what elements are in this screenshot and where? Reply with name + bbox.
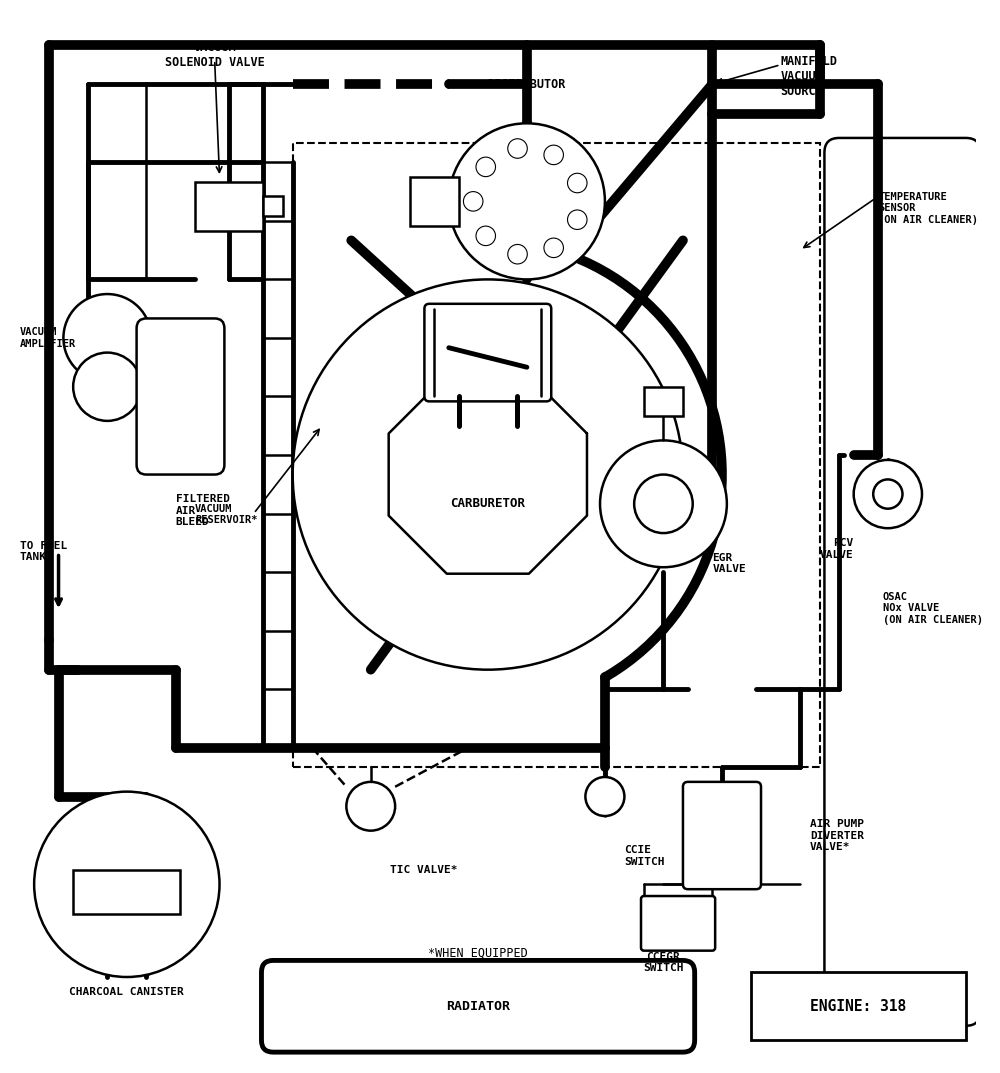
Circle shape xyxy=(568,173,587,193)
Text: EGR
VALVE: EGR VALVE xyxy=(712,553,746,574)
Bar xyxy=(195,181,263,231)
Circle shape xyxy=(63,294,151,382)
FancyBboxPatch shape xyxy=(137,319,224,474)
Text: *WHEN EQUIPPED: *WHEN EQUIPPED xyxy=(428,946,528,959)
Circle shape xyxy=(73,353,141,421)
FancyBboxPatch shape xyxy=(641,896,715,951)
Text: VACUUM
SOLENOID VALVE: VACUUM SOLENOID VALVE xyxy=(165,41,265,69)
Bar xyxy=(644,386,683,416)
Circle shape xyxy=(476,157,496,177)
Circle shape xyxy=(476,226,496,246)
Bar xyxy=(293,143,820,767)
Circle shape xyxy=(600,440,727,568)
Circle shape xyxy=(508,138,527,159)
FancyBboxPatch shape xyxy=(424,304,551,401)
Text: VACUUM
AMPLIFIER: VACUUM AMPLIFIER xyxy=(20,327,76,349)
Text: RADIATOR: RADIATOR xyxy=(446,1000,510,1013)
Circle shape xyxy=(449,123,605,279)
Circle shape xyxy=(508,245,527,264)
Text: TO FUEL
TANK: TO FUEL TANK xyxy=(20,541,67,562)
Text: CCIE
SWITCH: CCIE SWITCH xyxy=(624,846,665,867)
Bar xyxy=(263,196,283,216)
FancyBboxPatch shape xyxy=(683,782,761,890)
Text: ENGINE: 318: ENGINE: 318 xyxy=(810,999,907,1014)
Text: TEMPERATURE
SENSOR
(ON AIR CLEANER): TEMPERATURE SENSOR (ON AIR CLEANER) xyxy=(878,192,978,225)
Circle shape xyxy=(873,480,902,509)
Circle shape xyxy=(634,474,693,533)
Circle shape xyxy=(854,460,922,528)
Circle shape xyxy=(34,792,220,978)
Circle shape xyxy=(544,145,563,164)
Text: TIC VALVE*: TIC VALVE* xyxy=(390,865,458,874)
Text: VACUUM
RESERVOIR*: VACUUM RESERVOIR* xyxy=(195,504,258,526)
Bar xyxy=(73,870,180,913)
Text: CCEGR
SWITCH: CCEGR SWITCH xyxy=(643,952,684,973)
Text: OSAC
NOx VALVE
(ON AIR CLEANER): OSAC NOx VALVE (ON AIR CLEANER) xyxy=(883,591,983,624)
Circle shape xyxy=(463,192,483,211)
Bar xyxy=(410,177,459,225)
Text: FILTERED
AIR
BLEED: FILTERED AIR BLEED xyxy=(176,494,230,527)
Circle shape xyxy=(346,782,395,831)
Circle shape xyxy=(568,210,587,230)
Text: AIR PUMP
DIVERTER
VALVE*: AIR PUMP DIVERTER VALVE* xyxy=(810,819,864,852)
FancyBboxPatch shape xyxy=(261,960,695,1053)
Text: CHARCOAL CANISTER: CHARCOAL CANISTER xyxy=(69,987,184,997)
Circle shape xyxy=(293,279,683,670)
Circle shape xyxy=(585,777,624,817)
Text: DISTRIBUTOR: DISTRIBUTOR xyxy=(488,77,566,91)
Bar xyxy=(751,972,966,1041)
Text: MANIFOLD
VACUUM
SOURCE: MANIFOLD VACUUM SOURCE xyxy=(781,55,838,98)
Circle shape xyxy=(544,238,563,258)
Text: CARBURETOR: CARBURETOR xyxy=(450,497,525,511)
Text: PCV
VALVE: PCV VALVE xyxy=(820,538,854,559)
